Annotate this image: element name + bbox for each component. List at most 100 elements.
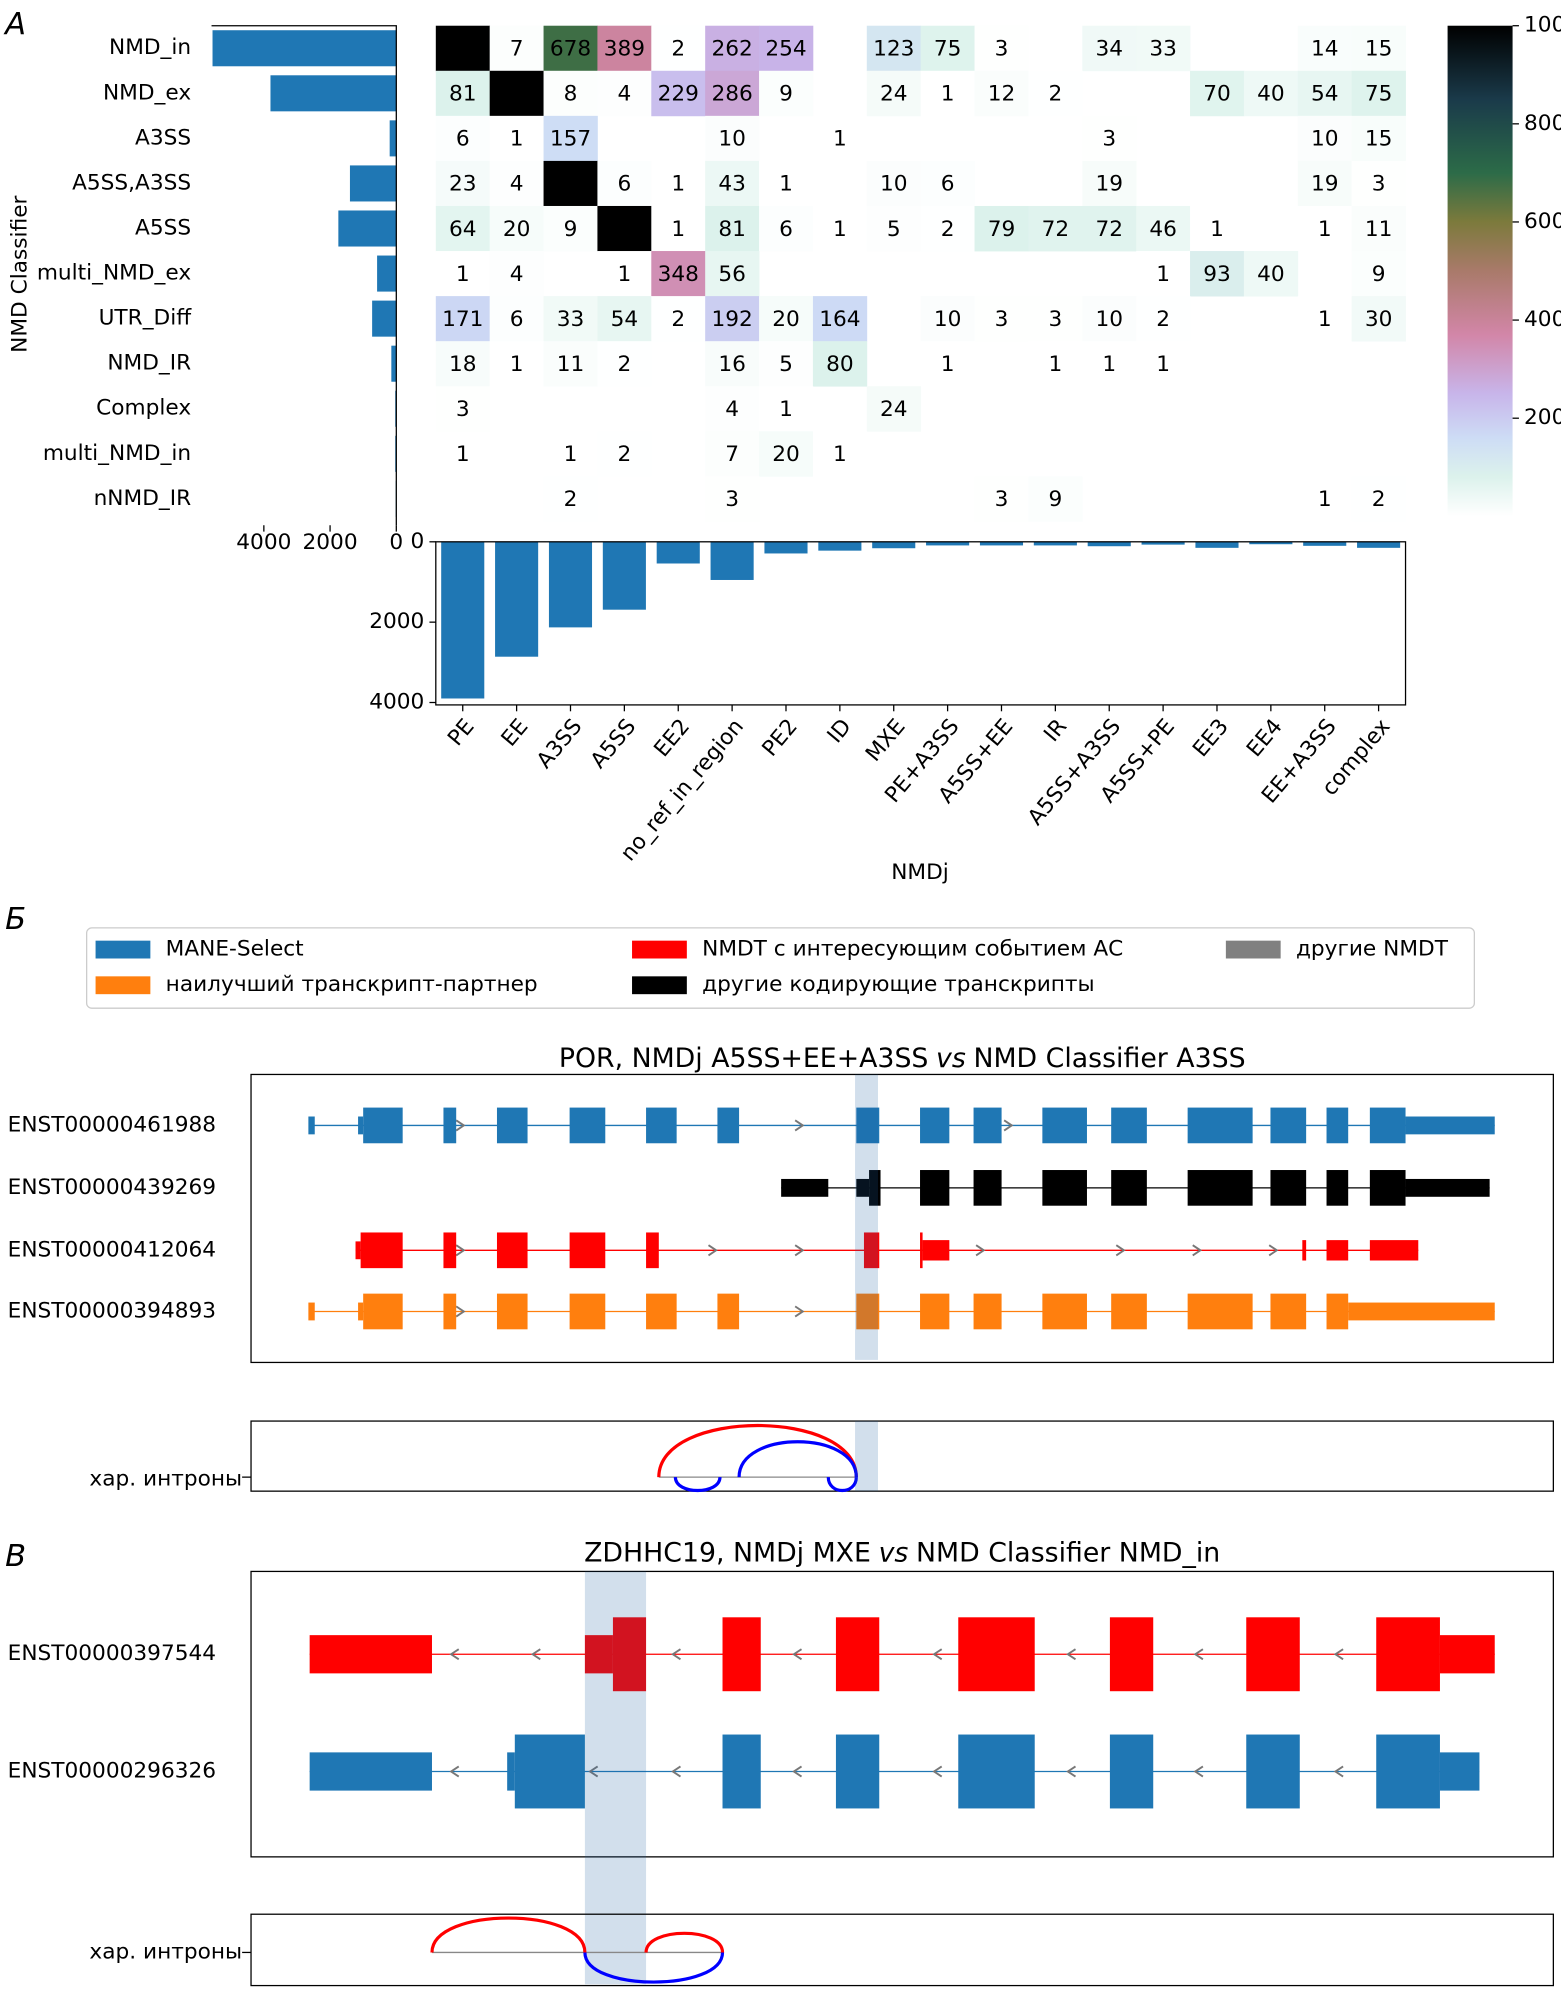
heatmap-cell	[543, 296, 598, 342]
strand-arrow	[1192, 1244, 1203, 1257]
cell-label: 81	[718, 217, 746, 242]
cell-label: 40	[1257, 82, 1285, 107]
strand-arrow	[792, 1765, 803, 1778]
cell-label: 1233	[543, 172, 598, 197]
cell-label: 8	[564, 82, 578, 107]
colorbar-tick-label: 400	[1524, 307, 1561, 332]
cell-label: 24	[880, 397, 908, 422]
cell-label: 6	[456, 127, 470, 152]
exon	[958, 1617, 1035, 1692]
exon	[835, 1734, 880, 1809]
cell-label: 46	[1149, 217, 1177, 242]
cell-label: 9	[1048, 487, 1062, 512]
heatmap-cell	[812, 431, 868, 477]
exon	[722, 1617, 761, 1692]
cell-label: 123	[873, 37, 914, 62]
heatmap-cell	[597, 431, 652, 477]
exon	[973, 1170, 1002, 1206]
exon	[717, 1293, 740, 1330]
x-tick-label: PE	[443, 714, 479, 751]
exon	[646, 1293, 677, 1330]
heatmap-cell	[1028, 296, 1083, 342]
cell-label: 171	[442, 307, 483, 332]
bar	[764, 541, 808, 554]
cell-label: 6	[941, 172, 955, 197]
heatmap-cell	[1082, 341, 1137, 387]
cell-label: 10	[880, 172, 908, 197]
heatmap-cell	[974, 476, 1029, 522]
heatmap-cell	[705, 115, 760, 162]
cell-label: 1	[1210, 217, 1224, 242]
cell-label: 2	[564, 487, 578, 512]
cell-label: 1	[779, 172, 793, 197]
exon	[363, 1107, 403, 1144]
row-label: Complex	[96, 396, 191, 421]
cell-label: 20	[503, 217, 531, 242]
exon	[1369, 1240, 1419, 1261]
bar	[389, 120, 397, 157]
exon	[514, 1734, 585, 1809]
heatmap-cell	[1351, 205, 1406, 252]
cell-label: 18	[449, 352, 477, 377]
exon	[443, 1293, 457, 1330]
title-part: POR, NMDj A5SS+EE+A3SS	[559, 1043, 929, 1074]
cell-label: 16	[718, 352, 746, 377]
heatmap-cell	[1243, 251, 1299, 297]
heatmap-cell	[866, 386, 922, 432]
strand-arrow	[455, 1305, 466, 1318]
bar	[212, 30, 397, 67]
exon	[1405, 1116, 1495, 1135]
bar	[656, 541, 700, 564]
exon	[1376, 1734, 1440, 1809]
cell-label: 64	[449, 217, 477, 242]
x-tick-label: A3SS	[532, 714, 587, 773]
cell-label: 4	[510, 262, 524, 287]
strand-arrow	[1268, 1244, 1279, 1257]
y-tick-label: 2000	[369, 609, 424, 634]
heatmap-cell	[1028, 341, 1083, 387]
exon	[922, 1240, 950, 1261]
x-tick-label: 2000	[303, 530, 358, 555]
transcript-label: ENST00000296326	[8, 1758, 216, 1783]
cell-label: 1	[779, 397, 793, 422]
heatmap-cell	[759, 431, 814, 477]
x-axis-label: NMDj	[891, 860, 949, 885]
strand-arrow	[794, 1305, 805, 1318]
cell-label: 3	[1048, 307, 1062, 332]
bar	[338, 210, 397, 247]
bar	[1249, 541, 1293, 545]
cell-label: 9	[1372, 262, 1386, 287]
heatmap-cell	[866, 25, 922, 72]
exon	[920, 1293, 950, 1330]
intron-arc	[644, 1931, 725, 1953]
heatmap-cell	[1082, 296, 1137, 342]
exon	[355, 1241, 361, 1260]
heatmap-cell	[651, 160, 706, 207]
heatmap-cell	[705, 341, 760, 387]
heatmap-cell	[1082, 205, 1137, 252]
cell-label: 75	[934, 37, 962, 62]
exon	[1109, 1617, 1154, 1692]
transcript-label: ENST00000412064	[8, 1237, 216, 1262]
y-axis-label: NMD Classifier	[7, 195, 32, 352]
heatmap-cell	[812, 341, 868, 387]
x-tick-label: IR	[1039, 714, 1072, 746]
heatmap-cell	[759, 70, 814, 117]
cell-label: 5	[779, 352, 793, 377]
cell-label: 79	[988, 217, 1016, 242]
strand-arrow	[1193, 1648, 1204, 1661]
cell-label: 6	[617, 172, 631, 197]
bar	[818, 541, 862, 551]
heatmap-cell	[974, 296, 1029, 342]
exon	[1369, 1107, 1406, 1144]
cell-label: 4	[510, 172, 524, 197]
exon	[958, 1734, 1035, 1809]
exon	[443, 1107, 457, 1144]
heatmap-cell	[812, 296, 868, 342]
bar	[1141, 541, 1185, 545]
cell-label: 1	[671, 217, 685, 242]
exon	[496, 1107, 528, 1144]
exon	[1187, 1170, 1253, 1206]
colorbar	[1447, 25, 1513, 517]
heatmap-cell	[920, 205, 975, 252]
